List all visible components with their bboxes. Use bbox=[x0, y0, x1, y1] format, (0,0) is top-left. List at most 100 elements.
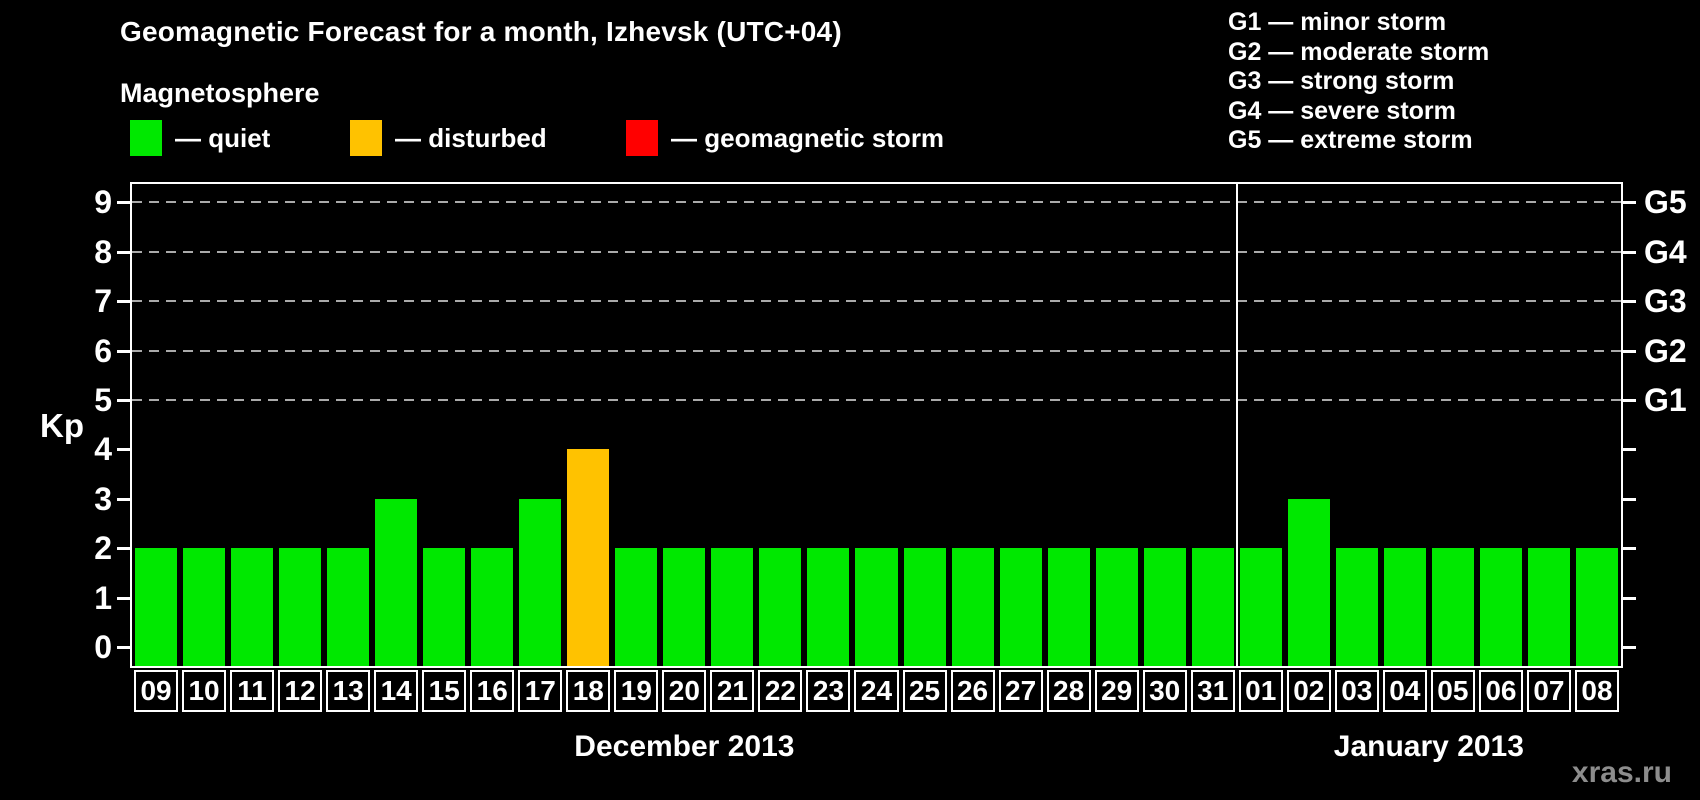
day-label-cell-14: 14 bbox=[374, 670, 419, 712]
right-tick-kp0 bbox=[1623, 646, 1636, 649]
left-tick-kp2 bbox=[117, 547, 130, 551]
g-scale-line-g3: G3 — strong storm bbox=[1228, 67, 1455, 95]
left-tick-kp3 bbox=[117, 497, 130, 501]
legend-item-storm: — geomagnetic storm bbox=[626, 119, 944, 157]
y-axis-tick-label-0: 0 bbox=[94, 629, 112, 665]
kp-bar-day-06 bbox=[1479, 548, 1522, 666]
disturbed-color-swatch bbox=[350, 120, 382, 156]
watermark: xras.ru bbox=[1571, 756, 1672, 789]
kp-bar-day-02 bbox=[1287, 498, 1330, 666]
left-tick-kp7 bbox=[117, 300, 130, 304]
kp-bar-day-19 bbox=[615, 548, 658, 666]
kp-bar-day-03 bbox=[1335, 548, 1378, 666]
kp-bar-day-28 bbox=[1047, 548, 1090, 666]
day-label-cell-02: 02 bbox=[1286, 670, 1331, 712]
g-axis-label-g1: G1 bbox=[1644, 382, 1687, 418]
day-label-cell-20: 20 bbox=[662, 670, 707, 712]
day-label-cell-01: 01 bbox=[1238, 670, 1283, 712]
kp-bar-day-27 bbox=[999, 548, 1042, 666]
y-axis-tick-label-7: 7 bbox=[94, 283, 112, 320]
kp-bar-day-01 bbox=[1239, 548, 1282, 666]
kp-bar-day-12 bbox=[279, 548, 322, 666]
kp-bar-day-07 bbox=[1527, 548, 1570, 666]
day-label-cell-13: 13 bbox=[326, 670, 371, 712]
day-label-cell-16: 16 bbox=[470, 670, 515, 712]
y-axis-tick-label-6: 6 bbox=[94, 332, 112, 369]
right-tick-kp3 bbox=[1623, 497, 1636, 501]
day-label-cell-17: 17 bbox=[518, 670, 563, 712]
kp-bar-day-18 bbox=[567, 449, 610, 666]
y-axis-tick-label-1: 1 bbox=[94, 579, 112, 616]
gridline-kp5 bbox=[132, 399, 1621, 401]
right-tick-kp5 bbox=[1623, 399, 1636, 402]
day-label-cell-30: 30 bbox=[1142, 670, 1187, 712]
g-axis-label-g4: G4 bbox=[1644, 233, 1687, 270]
quiet-color-swatch bbox=[130, 120, 162, 156]
g-scale-legend: G1 — minor storm G2 — moderate storm G3 … bbox=[1228, 8, 1489, 156]
kp-bar-day-15 bbox=[423, 548, 466, 666]
day-label-cell-23: 23 bbox=[806, 670, 851, 712]
day-label-cell-24: 24 bbox=[854, 670, 899, 712]
gridline-kp8 bbox=[132, 250, 1621, 253]
left-tick-kp4 bbox=[117, 448, 130, 452]
kp-bar-day-11 bbox=[231, 548, 274, 666]
day-label-cell-22: 22 bbox=[758, 670, 803, 712]
kp-bar-day-08 bbox=[1575, 548, 1618, 666]
day-label-cell-05: 05 bbox=[1430, 670, 1475, 712]
left-tick-kp6 bbox=[117, 349, 130, 353]
day-label-cell-04: 04 bbox=[1382, 670, 1427, 712]
right-tick-kp8 bbox=[1623, 250, 1636, 254]
chart-title: Geomagnetic Forecast for a month, Izhevs… bbox=[120, 16, 842, 47]
legend-item-disturbed: — disturbed bbox=[350, 119, 547, 157]
y-axis-tick-label-5: 5 bbox=[94, 382, 112, 418]
kp-bar-day-21 bbox=[711, 548, 754, 666]
day-label-cell-12: 12 bbox=[278, 670, 323, 712]
right-tick-kp7 bbox=[1623, 300, 1636, 304]
day-label-cell-10: 10 bbox=[182, 670, 227, 712]
right-tick-kp6 bbox=[1623, 349, 1636, 353]
kp-bar-day-24 bbox=[855, 548, 898, 666]
day-label-cell-08: 08 bbox=[1574, 670, 1619, 712]
g-scale-line-g4: G4 — severe storm bbox=[1228, 96, 1456, 125]
kp-axis-label: Kp bbox=[40, 407, 84, 445]
day-label-cell-15: 15 bbox=[422, 670, 467, 712]
legend-label-quiet: — quiet bbox=[175, 122, 271, 153]
right-tick-kp4 bbox=[1623, 448, 1636, 452]
y-axis-tick-label-4: 4 bbox=[94, 431, 112, 468]
kp-bar-day-05 bbox=[1431, 548, 1474, 666]
y-axis-tick-label-3: 3 bbox=[94, 480, 112, 517]
day-label-cell-06: 06 bbox=[1478, 670, 1523, 712]
chart-subtitle: Magnetosphere bbox=[120, 78, 320, 108]
kp-bar-day-22 bbox=[759, 548, 802, 666]
kp-bar-day-25 bbox=[903, 548, 946, 666]
storm-color-swatch bbox=[626, 120, 658, 156]
kp-bar-day-29 bbox=[1095, 548, 1138, 666]
day-label-cell-18: 18 bbox=[566, 670, 611, 712]
day-label-cell-29: 29 bbox=[1094, 670, 1139, 712]
kp-bar-day-13 bbox=[327, 548, 370, 666]
left-tick-kp0 bbox=[117, 646, 130, 649]
kp-bar-day-10 bbox=[183, 548, 226, 666]
kp-bar-day-30 bbox=[1143, 548, 1186, 666]
right-tick-kp1 bbox=[1623, 596, 1636, 600]
day-label-cell-11: 11 bbox=[230, 670, 275, 712]
gridline-kp7 bbox=[132, 300, 1621, 303]
g-scale-line-g1: G1 — minor storm bbox=[1228, 8, 1447, 36]
kp-bar-day-17 bbox=[519, 498, 562, 666]
legend-item-quiet: — quiet bbox=[130, 119, 270, 157]
day-label-cell-07: 07 bbox=[1526, 670, 1571, 712]
right-tick-kp2 bbox=[1623, 547, 1636, 551]
legend-label-storm: — geomagnetic storm bbox=[671, 122, 945, 153]
day-label-cell-27: 27 bbox=[998, 670, 1043, 712]
day-label-cell-03: 03 bbox=[1334, 670, 1379, 712]
kp-bar-day-14 bbox=[375, 498, 418, 666]
kp-bar-day-26 bbox=[951, 548, 994, 666]
gridline-kp6 bbox=[132, 349, 1621, 352]
kp-bar-day-16 bbox=[471, 548, 514, 666]
kp-bar-day-31 bbox=[1191, 548, 1234, 666]
day-label-cell-21: 21 bbox=[710, 670, 755, 712]
kp-bar-day-20 bbox=[663, 548, 706, 666]
month-divider-line bbox=[1235, 184, 1238, 666]
day-label-cell-31: 31 bbox=[1190, 670, 1235, 712]
